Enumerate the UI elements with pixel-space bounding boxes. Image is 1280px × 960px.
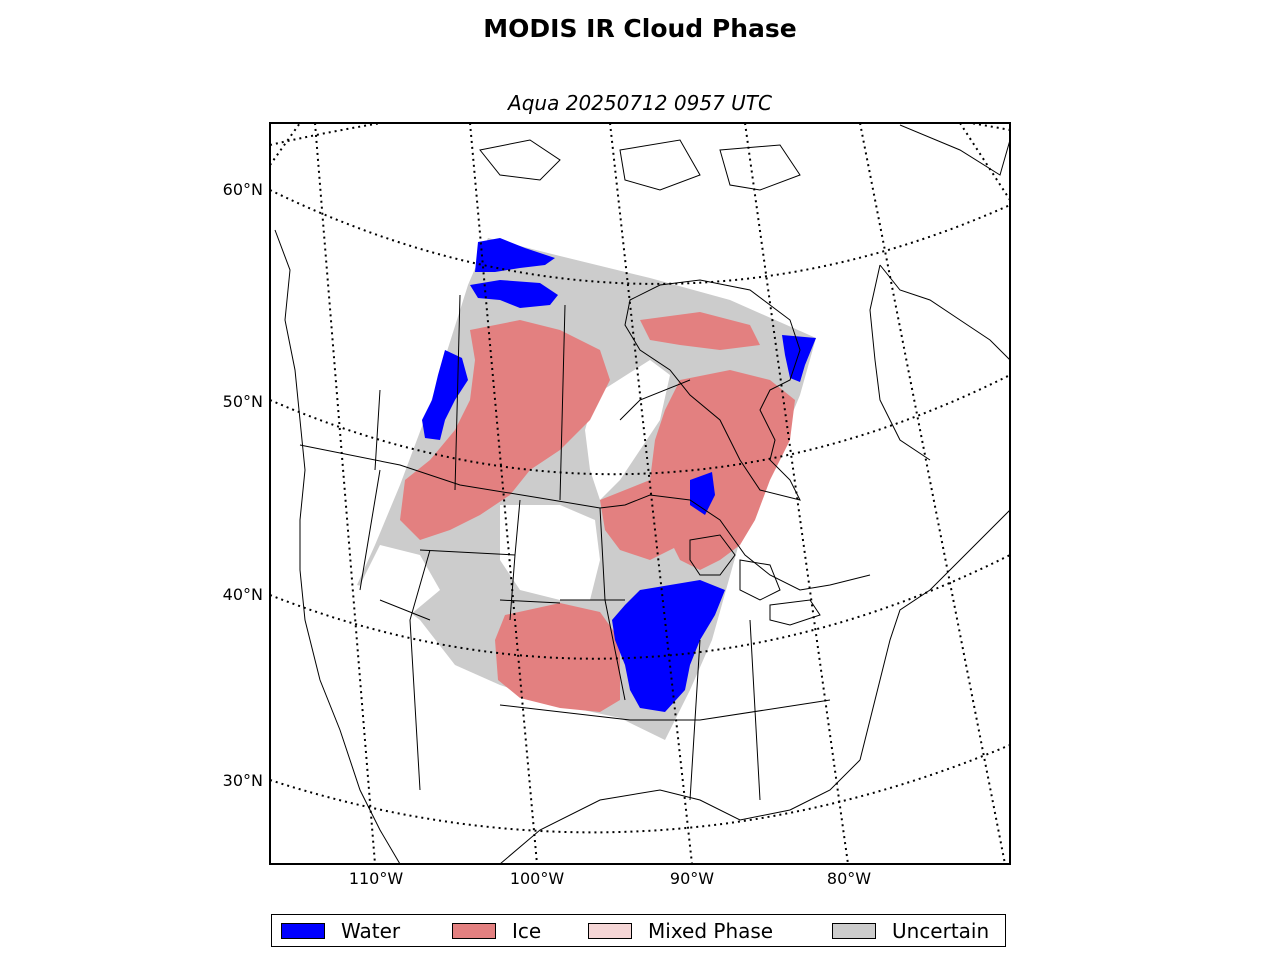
canada-provinces: [374, 294, 691, 501]
us-canada-border: [299, 444, 871, 591]
legend-swatch-ice: [452, 923, 496, 939]
legend-label-water: Water: [341, 919, 401, 943]
legend: Water Ice Mixed Phase Uncertain: [271, 914, 1006, 947]
graticule: [270, 123, 1010, 864]
legend-item-ice: Ice: [452, 921, 541, 941]
meridian-110w: [314, 123, 376, 864]
meridian-90w: [609, 123, 693, 864]
legend-label-uncertain: Uncertain: [892, 919, 990, 943]
swath-clear-2: [500, 505, 600, 600]
legend-swatch-uncertain: [832, 923, 876, 939]
meridian-100w: [469, 123, 538, 864]
swath-ice-ne: [640, 312, 760, 350]
meridian-120w: [270, 123, 301, 166]
swath-water-north-2: [470, 280, 558, 308]
hudson-bay-coast: [624, 279, 801, 501]
parallel-70n: [270, 123, 1010, 146]
chart-subtitle: Aqua 20250712 0957 UTC: [508, 91, 772, 115]
gulf-coast: [499, 759, 861, 864]
parallel-60n: [270, 189, 1010, 285]
legend-item-uncertain: Uncertain: [832, 921, 989, 941]
state-lines: [359, 469, 831, 801]
swath-ice-west: [400, 320, 610, 540]
lat-label-40n: 40°N: [223, 585, 263, 604]
chart-title: MODIS IR Cloud Phase: [483, 14, 797, 43]
swath-ice-mid: [600, 480, 700, 560]
swath-water-ne: [782, 335, 816, 382]
swath-clear-1: [585, 360, 670, 500]
lon-label-100w: 100°W: [510, 869, 565, 888]
legend-swatch-water: [281, 923, 325, 939]
legend-swatch-mixed-phase: [588, 923, 632, 939]
meridian-60w: [959, 123, 1010, 201]
lat-label-50n: 50°N: [223, 392, 263, 411]
pacific-coast: [274, 229, 401, 864]
legend-item-mixed-phase: Mixed Phase: [588, 921, 773, 941]
modis-swath: [357, 238, 816, 740]
parallel-40n: [270, 554, 1010, 660]
lon-label-110w: 110°W: [349, 869, 404, 888]
quebec-labrador-coast: [869, 264, 1010, 461]
lat-label-30n: 30°N: [223, 771, 263, 790]
swath-clear-3: [360, 545, 440, 615]
map-frame: [269, 122, 1011, 865]
lon-label-80w: 80°W: [827, 869, 871, 888]
parallel-30n: [270, 744, 1010, 834]
meridian-70w: [859, 123, 1006, 864]
legend-label-ice: Ice: [512, 919, 542, 943]
lon-label-90w: 90°W: [670, 869, 714, 888]
great-lakes: [689, 534, 821, 626]
boundaries: [274, 124, 1010, 864]
swath-water-north: [475, 238, 555, 272]
legend-item-water: Water: [281, 921, 400, 941]
arctic-islands: [479, 124, 1010, 191]
swath-water-west: [422, 350, 468, 440]
atlantic-coast: [859, 509, 1010, 761]
lat-label-60n: 60°N: [223, 180, 263, 199]
swath-water-south: [612, 580, 725, 712]
legend-label-mixed-phase: Mixed Phase: [648, 919, 774, 943]
